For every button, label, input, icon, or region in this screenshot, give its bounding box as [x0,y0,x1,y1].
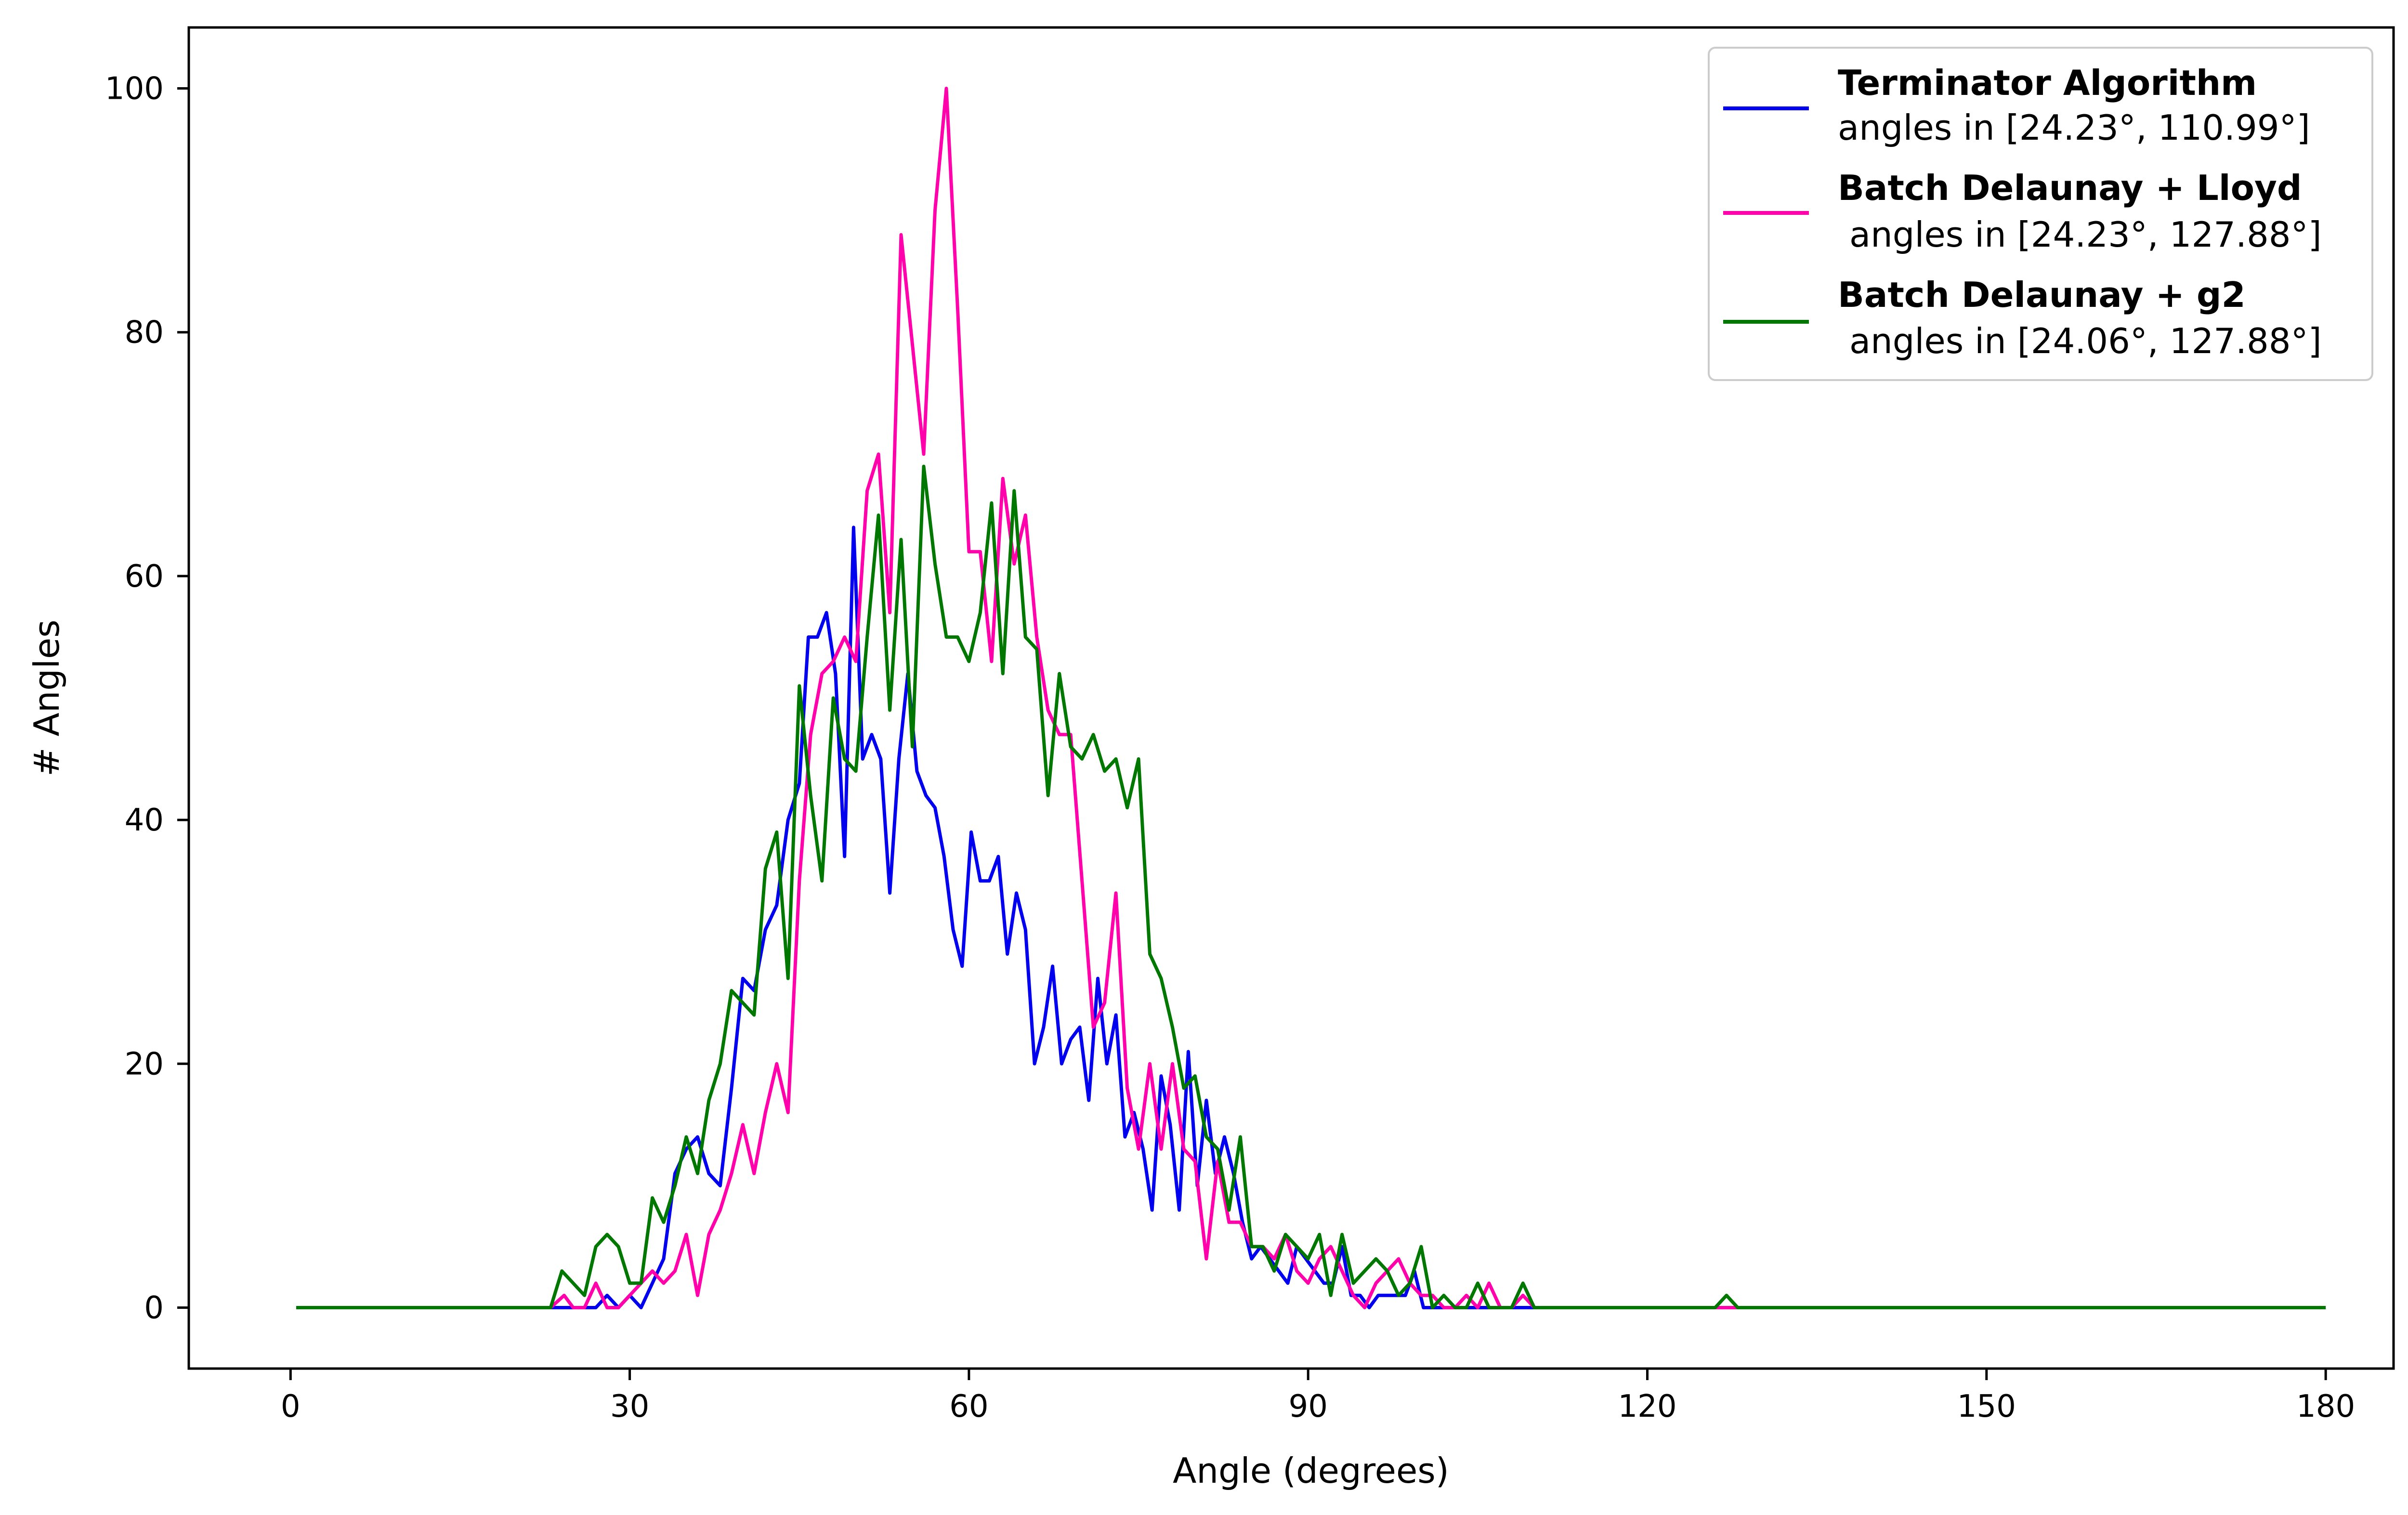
legend-title-lloyd: Batch Delaunay + Lloyd [1838,168,2302,208]
x-tick-label: 150 [1957,1389,2016,1424]
legend-box [1708,47,2373,381]
series-layer [296,87,2326,1309]
y-tick-label: 80 [125,315,164,351]
legend-title-terminator: Terminator Algorithm [1838,63,2257,103]
x-tick-label: 90 [1288,1389,1327,1424]
y-tick-label: 0 [144,1290,164,1326]
legend-title-g2: Batch Delaunay + g2 [1838,275,2246,315]
x-tick-label: 0 [281,1389,301,1424]
y-tick-label: 60 [125,559,164,594]
plot-frame [187,26,2395,1370]
x-axis-ticks: 0 30 60 90 120 150 180 [281,1369,2355,1424]
series-line-batch-delaunay-g2 [296,464,2326,1309]
y-axis-ticks: 0 20 40 60 80 100 [105,71,189,1326]
y-tick-label: 100 [105,71,164,107]
y-tick-label: 20 [125,1046,164,1082]
x-tick-label: 180 [2296,1389,2355,1424]
series-line-terminator-algorithm [296,526,2326,1309]
legend-subtitle-terminator: angles in [24.23°, 110.99°] [1838,107,2310,148]
x-tick-label: 120 [1618,1389,1676,1424]
x-tick-label: 60 [949,1389,988,1424]
x-tick-label: 30 [610,1389,649,1424]
y-tick-label: 40 [125,803,164,838]
legend-subtitle-g2: angles in [24.06°, 127.88°] [1849,321,2322,361]
x-axis-label: Angle (degrees) [1173,1450,1449,1491]
legend: Terminator Algorithm angles in [24.23°, … [1708,47,2373,381]
legend-subtitle-lloyd: angles in [24.23°, 127.88°] [1849,214,2322,255]
y-axis-label: # Angles [26,619,67,777]
